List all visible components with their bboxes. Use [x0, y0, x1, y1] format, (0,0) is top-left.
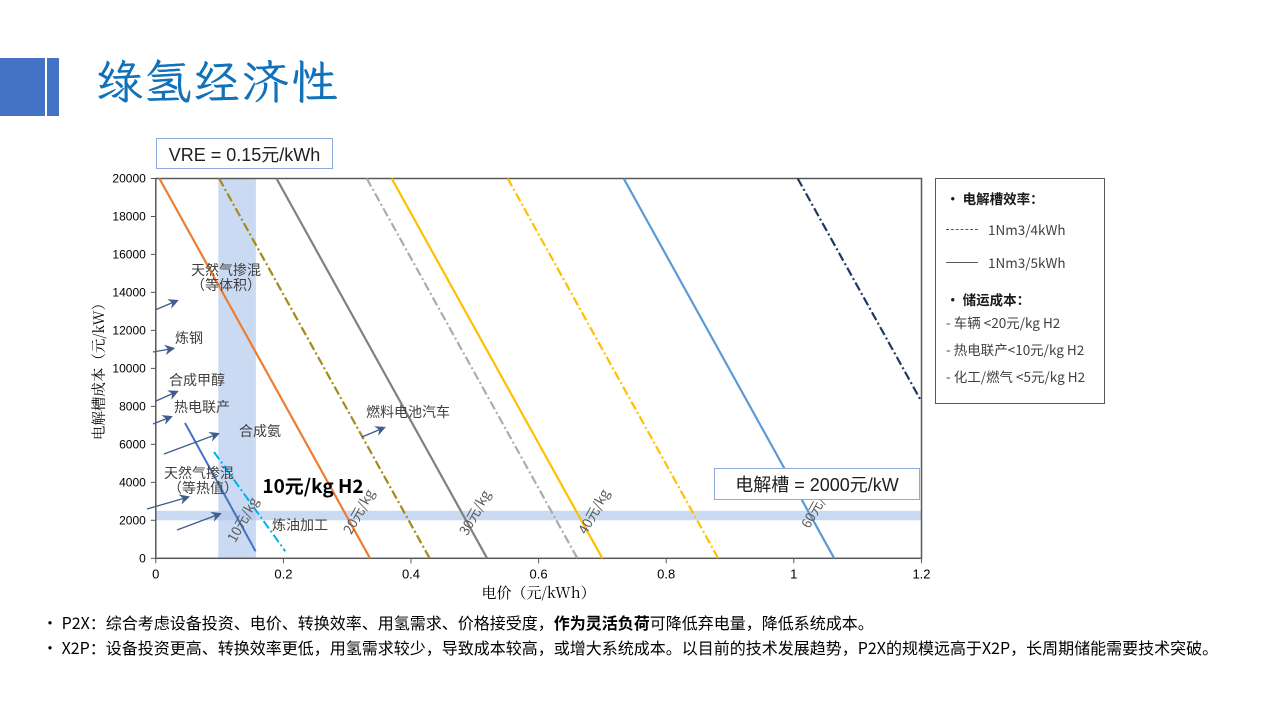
svg-text:0.2: 0.2	[274, 566, 292, 581]
svg-text:0: 0	[139, 551, 146, 565]
svg-text:（等体积）: （等体积）	[191, 275, 261, 295]
svg-text:0.6: 0.6	[530, 566, 548, 581]
svg-text:12000: 12000	[112, 323, 146, 337]
svg-text:（等热值）: （等热值）	[168, 478, 238, 498]
svg-text:电解槽成本（元/kW）: 电解槽成本（元/kW）	[88, 296, 109, 440]
svg-text:16000: 16000	[112, 247, 146, 261]
svg-text:14000: 14000	[112, 285, 146, 299]
svg-text:10000: 10000	[112, 361, 146, 375]
svg-text:炼油加工: 炼油加工	[272, 515, 328, 535]
svg-text:炼钢: 炼钢	[175, 328, 203, 348]
svg-text:10元/kg H2: 10元/kg H2	[262, 472, 363, 499]
svg-text:18000: 18000	[112, 210, 146, 224]
svg-text:1.2: 1.2	[912, 566, 930, 581]
svg-text:20000: 20000	[112, 172, 146, 186]
svg-text:0.8: 0.8	[657, 566, 675, 581]
svg-text:8000: 8000	[119, 399, 146, 413]
svg-text:热电联产: 热电联产	[174, 397, 230, 417]
svg-text:0.4: 0.4	[402, 566, 420, 581]
svg-text:1: 1	[790, 566, 797, 581]
svg-text:合成甲醇: 合成甲醇	[169, 370, 225, 390]
svg-text:电价（元/kWh）: 电价（元/kWh）	[482, 582, 596, 603]
svg-text:燃料电池汽车: 燃料电池汽车	[366, 402, 450, 422]
svg-text:合成氨: 合成氨	[239, 421, 281, 441]
svg-text:6000: 6000	[119, 437, 146, 451]
svg-text:0: 0	[152, 566, 159, 581]
svg-text:2000: 2000	[119, 513, 146, 527]
svg-text:4000: 4000	[119, 475, 146, 489]
